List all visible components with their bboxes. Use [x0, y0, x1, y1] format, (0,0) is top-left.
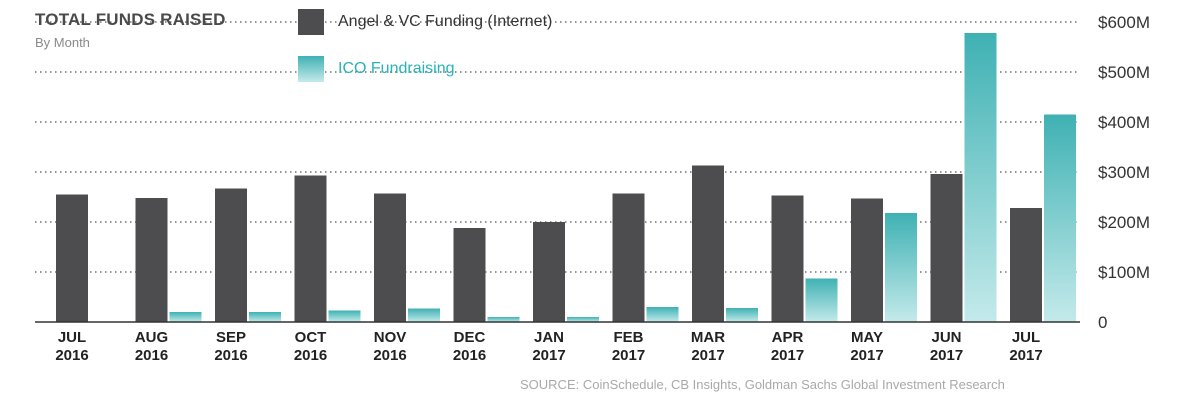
bar-ico [169, 312, 202, 322]
y-tick-label: $500M [1098, 63, 1150, 82]
x-tick-label-year: 2017 [771, 347, 804, 364]
x-tick-label-year: 2016 [135, 347, 168, 364]
bar-angel-vc [135, 198, 168, 322]
x-tick-label-year: 2017 [532, 347, 565, 364]
bar-angel-vc [533, 222, 565, 322]
bar-ico [726, 308, 758, 322]
bar-ico [487, 317, 520, 322]
bar-angel-vc [294, 175, 327, 322]
bar-ico [328, 310, 361, 322]
x-tick-label-month: JAN [534, 329, 564, 346]
x-tick-label-year: 2016 [453, 347, 486, 364]
bar-ico [885, 213, 917, 322]
y-tick-label: $600M [1098, 13, 1150, 32]
x-tick-label-year: 2017 [1009, 347, 1042, 364]
bar-angel-vc [771, 195, 804, 322]
x-tick-label-year: 2017 [850, 347, 883, 364]
x-tick-label-year: 2017 [691, 347, 724, 364]
x-tick-label-month: NOV [374, 329, 407, 346]
x-tick-label-month: JUL [1012, 329, 1040, 346]
x-tick-label-month: AUG [135, 329, 168, 346]
legend-swatch-angel-vc [298, 9, 324, 35]
legend-label-angel-vc: Angel & VC Funding (Internet) [338, 13, 553, 30]
bar-angel-vc [1010, 208, 1042, 322]
y-tick-label: $100M [1098, 263, 1150, 282]
x-tick-label-year: 2016 [294, 347, 327, 364]
y-axis-labels: 0 $100M $200M $300M $400M $500M $600M [1098, 13, 1150, 332]
legend-swatch-ico [298, 56, 324, 82]
x-axis-labels: JUL2016AUG2016SEP2016OCT2016NOV2016DEC20… [55, 329, 1042, 364]
bar-angel-vc [930, 174, 963, 322]
x-tick-label-month: OCT [295, 329, 327, 346]
x-tick-label-month: FEB [614, 329, 644, 346]
x-tick-label-month: DEC [454, 329, 486, 346]
y-tick-label: $200M [1098, 213, 1150, 232]
source-note: SOURCE: CoinSchedule, CB Insights, Goldm… [520, 377, 1005, 392]
legend-item-ico: ICO Fundraising [298, 56, 455, 82]
bar-ico [805, 278, 838, 322]
bar-angel-vc [453, 228, 486, 322]
bar-ico [964, 33, 997, 322]
x-tick-label-month: MAR [691, 329, 725, 346]
x-tick-label-year: 2016 [55, 347, 88, 364]
x-tick-label-year: 2017 [930, 347, 963, 364]
chart-subtitle: By Month [35, 35, 90, 50]
legend-label-ico: ICO Fundraising [338, 60, 455, 77]
bar-angel-vc [692, 165, 724, 322]
y-tick-label: $300M [1098, 163, 1150, 182]
bar-ico [408, 308, 440, 322]
bar-ico [1044, 114, 1076, 322]
x-tick-label-month: JUN [931, 329, 961, 346]
bar-angel-vc [56, 194, 88, 322]
x-tick-label-month: SEP [216, 329, 246, 346]
bars [56, 33, 1076, 322]
bar-angel-vc [215, 188, 247, 322]
x-tick-label-year: 2016 [214, 347, 247, 364]
chart-title: TOTAL FUNDS RAISED [35, 10, 226, 29]
x-tick-label-month: MAY [851, 329, 883, 346]
bar-angel-vc [374, 193, 406, 322]
y-tick-label: 0 [1098, 313, 1107, 332]
x-tick-label-month: JUL [58, 329, 86, 346]
x-tick-label-year: 2017 [612, 347, 645, 364]
legend-item-angel-vc: Angel & VC Funding (Internet) [298, 9, 552, 35]
x-tick-label-month: APR [772, 329, 804, 346]
bar-ico [646, 307, 679, 322]
bar-angel-vc [851, 198, 883, 322]
bar-ico [249, 312, 281, 322]
bar-angel-vc [612, 193, 645, 322]
x-tick-label-year: 2016 [373, 347, 406, 364]
bar-ico [567, 317, 599, 322]
y-tick-label: $400M [1098, 113, 1150, 132]
